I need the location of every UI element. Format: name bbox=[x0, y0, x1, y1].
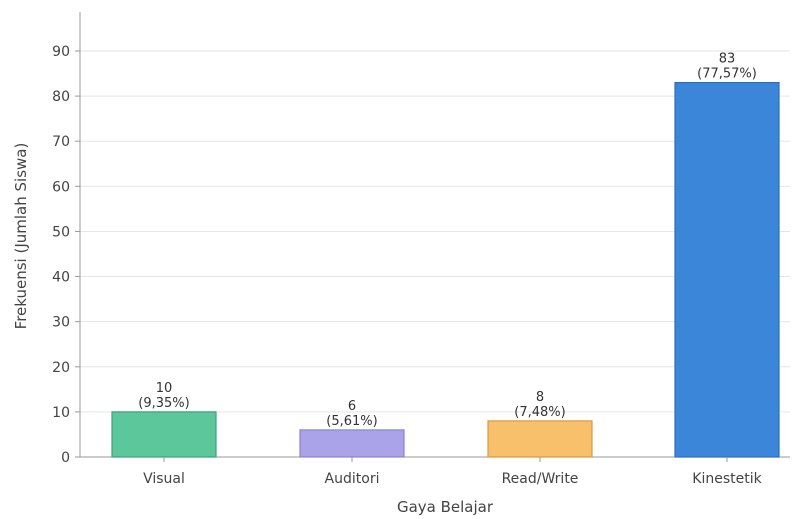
y-axis-label: Frekuensi (Jumlah Siswa) bbox=[12, 143, 30, 330]
data-label-value: 10 bbox=[156, 381, 173, 396]
y-tick-label: 20 bbox=[52, 360, 70, 376]
x-axis-label: Gaya Belajar bbox=[397, 498, 494, 516]
y-tick-label: 40 bbox=[52, 270, 70, 286]
y-tick-label: 60 bbox=[52, 179, 70, 195]
data-label-percent: (9,35%) bbox=[138, 396, 189, 411]
data-label-percent: (5,61%) bbox=[326, 414, 377, 429]
data-label-value: 83 bbox=[719, 52, 736, 67]
data-label-percent: (7,48%) bbox=[514, 405, 565, 420]
bar-visual bbox=[111, 411, 217, 458]
x-tick-label: Read/Write bbox=[502, 471, 579, 487]
x-tick-label: Visual bbox=[143, 471, 185, 487]
data-labels: 10(9,35%) 6(5,61%) 8(7,48%) 83(77,57%) bbox=[138, 52, 757, 429]
y-tick-label: 90 bbox=[52, 44, 70, 60]
x-tick-labels: Visual Auditori Read/Write Kinestetik bbox=[143, 457, 763, 487]
data-label-value: 8 bbox=[536, 390, 544, 405]
data-label-percent: (77,57%) bbox=[697, 67, 757, 82]
y-tick-label: 0 bbox=[61, 450, 70, 466]
grid-lines bbox=[80, 50, 790, 413]
y-tick-label: 70 bbox=[52, 134, 70, 150]
bar-kinestetik bbox=[674, 81, 780, 458]
y-tick-labels: 0 10 20 30 40 50 60 70 80 90 bbox=[52, 44, 80, 466]
bar-read-write bbox=[487, 420, 593, 458]
y-tick-label: 80 bbox=[52, 89, 70, 105]
bar-auditori bbox=[299, 429, 405, 458]
y-tick-label: 50 bbox=[52, 224, 70, 240]
y-tick-label: 30 bbox=[52, 315, 70, 331]
x-tick-label: Auditori bbox=[325, 471, 380, 487]
x-tick-label: Kinestetik bbox=[692, 471, 762, 487]
data-label-value: 6 bbox=[348, 399, 356, 414]
y-tick-label: 10 bbox=[52, 405, 70, 421]
bars bbox=[111, 81, 780, 458]
